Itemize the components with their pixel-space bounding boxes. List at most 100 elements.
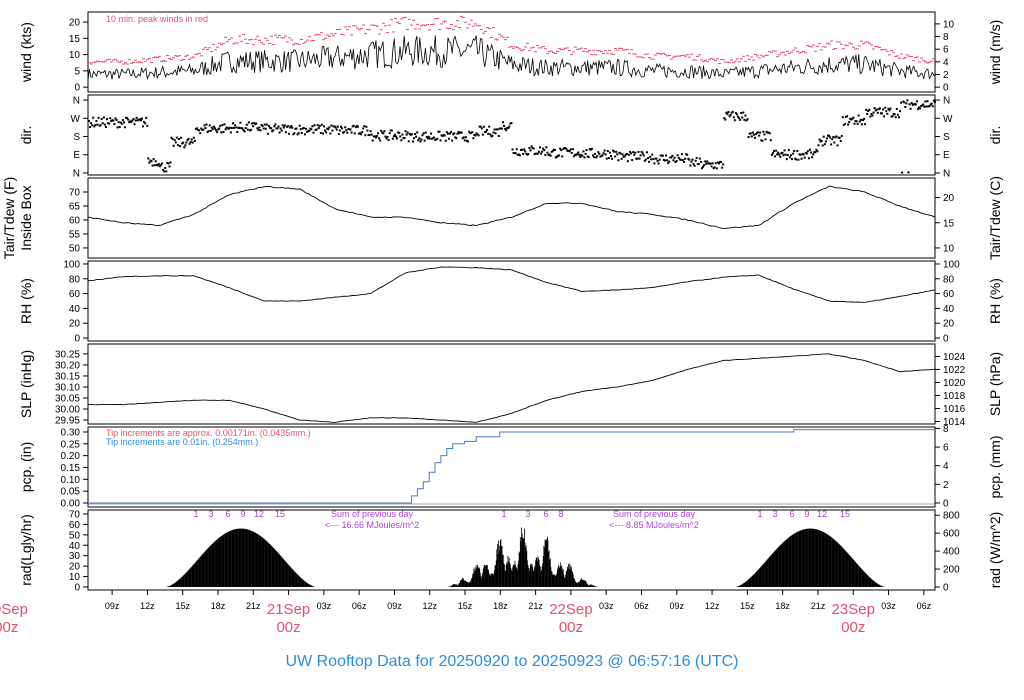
direction-point	[624, 153, 627, 156]
direction-point	[527, 153, 530, 156]
direction-point	[338, 129, 341, 132]
direction-point	[129, 120, 132, 123]
direction-point	[133, 123, 136, 126]
direction-point	[256, 127, 259, 130]
direction-point	[660, 154, 663, 157]
right-tick-label: E	[943, 150, 950, 161]
direction-point	[175, 136, 178, 139]
day-hour-label: 00z	[276, 619, 300, 636]
right-tick-label: 2	[943, 70, 949, 81]
direction-point	[838, 136, 841, 139]
day-hour-label: 00z	[0, 619, 18, 636]
direction-point	[565, 148, 568, 151]
direction-point	[636, 157, 639, 160]
direction-point	[480, 127, 483, 130]
solar-hour-label: 6	[543, 509, 548, 519]
direction-point	[697, 163, 700, 166]
direction-point	[208, 124, 211, 127]
left-tick-label: 5	[74, 66, 80, 77]
direction-point	[216, 131, 219, 134]
left-tick-label: 30.25	[55, 349, 80, 360]
right-tick-label: N	[943, 168, 950, 179]
direction-point	[724, 118, 727, 121]
direction-point	[524, 150, 527, 153]
direction-point	[823, 143, 826, 146]
direction-point	[146, 124, 149, 127]
direction-point	[656, 159, 659, 162]
direction-point	[825, 137, 828, 140]
direction-point	[161, 162, 164, 165]
direction-point	[899, 110, 902, 113]
direction-point	[707, 162, 710, 165]
direction-point	[720, 160, 723, 163]
direction-point	[416, 131, 419, 134]
direction-point	[557, 154, 560, 157]
direction-point	[138, 118, 141, 121]
direction-point	[270, 127, 273, 130]
direction-point	[768, 132, 771, 135]
direction-point	[151, 164, 154, 167]
direction-point	[851, 117, 854, 120]
direction-point	[751, 131, 754, 134]
direction-point	[614, 155, 617, 158]
direction-point	[273, 125, 276, 128]
solar-hour-label: 15	[275, 509, 285, 519]
direction-point	[805, 152, 808, 155]
left-tick-label: 0.10	[61, 475, 81, 486]
direction-point	[555, 155, 558, 158]
direction-point	[743, 118, 746, 121]
direction-point	[842, 123, 845, 126]
left-tick-label: 0.20	[61, 451, 81, 462]
direction-point	[314, 128, 317, 131]
direction-point	[132, 118, 135, 121]
direction-point	[676, 154, 679, 157]
direction-point	[421, 134, 424, 137]
direction-point	[488, 125, 491, 128]
direction-point	[579, 155, 582, 158]
axis-title-right: pcp. (mm)	[987, 436, 1003, 499]
direction-point	[226, 127, 229, 130]
left-tick-label: 30.20	[55, 360, 80, 371]
direction-point	[288, 132, 291, 135]
direction-point	[247, 121, 250, 124]
direction-point	[111, 119, 114, 122]
direction-point	[292, 133, 295, 136]
direction-point	[185, 141, 188, 144]
right-tick-label: 80	[943, 274, 955, 285]
direction-point	[661, 154, 664, 157]
direction-point	[308, 129, 311, 132]
direction-point	[294, 127, 297, 130]
time-tick-label: 15z	[175, 601, 190, 611]
direction-point	[362, 127, 365, 130]
direction-point	[450, 130, 453, 133]
right-tick-label: 0	[943, 334, 949, 345]
direction-point	[719, 160, 722, 163]
direction-point	[702, 165, 705, 168]
direction-point	[299, 128, 302, 131]
direction-point	[716, 161, 719, 164]
direction-point	[827, 134, 830, 137]
direction-point	[721, 166, 724, 169]
axis-title-right: dir.	[987, 126, 1003, 145]
direction-point	[335, 128, 338, 131]
left-tick-label: E	[73, 150, 80, 161]
direction-point	[581, 154, 584, 157]
direction-point	[472, 137, 475, 140]
axis-title-left: pcp. (in)	[18, 442, 34, 493]
direction-point	[648, 160, 651, 163]
direction-point	[501, 121, 504, 124]
direction-point	[128, 121, 131, 124]
direction-point	[693, 164, 696, 167]
direction-point	[770, 153, 773, 156]
direction-point	[528, 147, 531, 150]
direction-point	[461, 137, 464, 140]
direction-point	[836, 144, 839, 147]
direction-point	[604, 153, 607, 156]
direction-point	[184, 144, 187, 147]
direction-point	[333, 125, 336, 128]
direction-point	[703, 164, 706, 167]
solar-hour-label: 12	[817, 509, 827, 519]
direction-point	[318, 124, 321, 127]
direction-point	[908, 103, 911, 106]
direction-point	[386, 135, 389, 138]
